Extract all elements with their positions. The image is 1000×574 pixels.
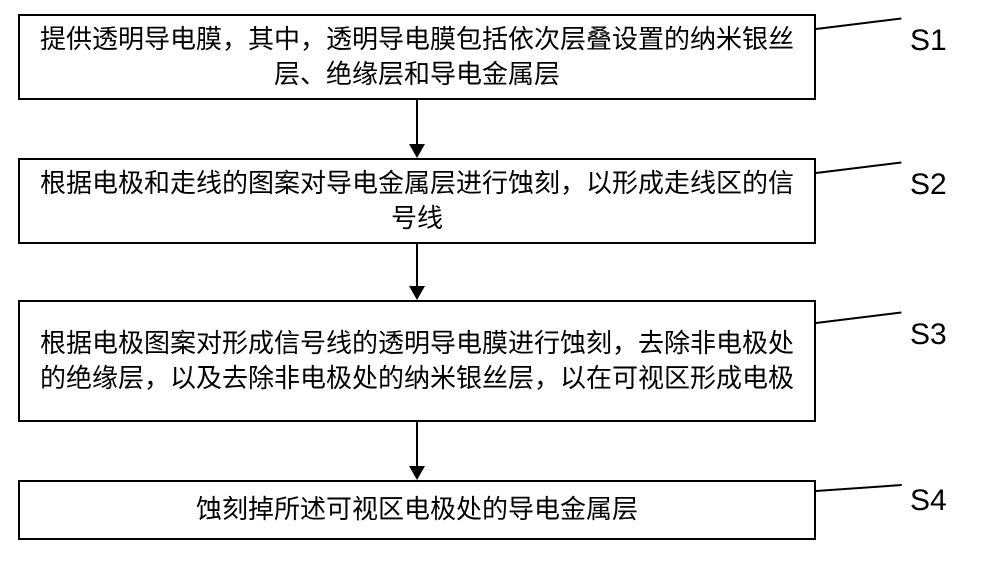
step-s1-text: 提供透明导电膜，其中，透明导电膜包括依次层叠设置的纳米银丝层、绝缘层和导电金属层 — [20, 22, 814, 92]
step-s1-label: S1 — [910, 24, 947, 58]
step-s4-label: S4 — [910, 484, 947, 518]
step-s2-box: 根据电极和走线的图案对导电金属层进行蚀刻，以形成走线区的信号线 — [18, 158, 816, 244]
step-s3-text: 根据电极图案对形成信号线的透明导电膜进行蚀刻，去除非电极处的绝缘层，以及去除非电… — [20, 326, 814, 396]
arrow-s2-s3-line — [416, 244, 418, 286]
arrow-s3-s4-line — [416, 422, 418, 466]
step-s4-connector — [816, 484, 902, 492]
step-s3-connector — [816, 312, 902, 324]
arrow-s3-s4-head — [409, 466, 425, 480]
step-s2-text: 根据电极和走线的图案对导电金属层进行蚀刻，以形成走线区的信号线 — [20, 166, 814, 236]
arrow-s1-s2-line — [416, 100, 418, 144]
step-s4-text: 蚀刻掉所述可视区电极处的导电金属层 — [20, 492, 814, 527]
flowchart-canvas: 提供透明导电膜，其中，透明导电膜包括依次层叠设置的纳米银丝层、绝缘层和导电金属层… — [0, 0, 1000, 574]
step-s1-box: 提供透明导电膜，其中，透明导电膜包括依次层叠设置的纳米银丝层、绝缘层和导电金属层 — [18, 14, 816, 100]
arrow-s1-s2-head — [409, 144, 425, 158]
step-s3-box: 根据电极图案对形成信号线的透明导电膜进行蚀刻，去除非电极处的绝缘层，以及去除非电… — [18, 300, 816, 422]
arrow-s2-s3-head — [409, 286, 425, 300]
step-s2-connector — [816, 162, 902, 174]
step-s3-label: S3 — [910, 318, 947, 352]
step-s1-connector — [816, 18, 902, 30]
step-s4-box: 蚀刻掉所述可视区电极处的导电金属层 — [18, 480, 816, 540]
step-s2-label: S2 — [910, 168, 947, 202]
